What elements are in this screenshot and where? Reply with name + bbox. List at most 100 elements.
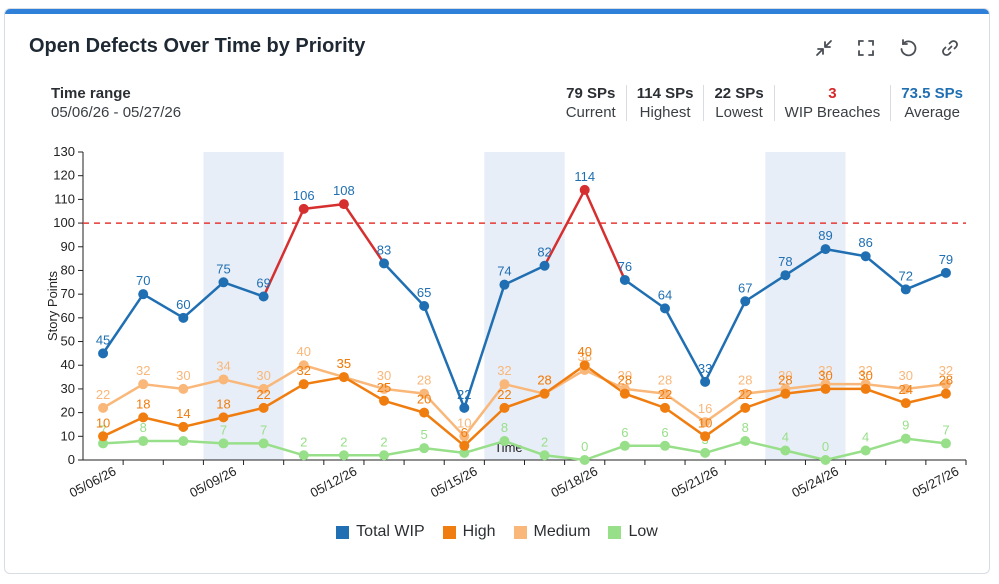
stat-average-value: 73.5 SPs	[901, 85, 963, 102]
data-point-low	[419, 443, 430, 454]
series-segment-total	[383, 262, 426, 307]
data-label-total: 78	[778, 254, 792, 269]
data-point-high	[298, 379, 309, 390]
data-label-total: 108	[333, 183, 355, 198]
series-segment-medium	[423, 392, 466, 438]
legend-item-high[interactable]: High	[442, 523, 496, 541]
data-point-low	[499, 436, 510, 447]
series-segment-medium	[183, 378, 224, 391]
y-tick-label: 70	[61, 286, 75, 301]
series-segment-low	[383, 446, 425, 457]
data-point-total	[419, 301, 430, 311]
reset-icon[interactable]	[897, 37, 919, 59]
data-label-total: 75	[216, 261, 230, 276]
data-point-total	[258, 291, 269, 302]
series-segment-high	[142, 416, 184, 429]
link-icon[interactable]	[939, 37, 961, 59]
data-label-total: 22	[457, 387, 471, 402]
stat-average-label: Average	[904, 104, 960, 121]
data-label-high: 10	[698, 415, 712, 430]
data-point-high	[258, 402, 269, 413]
data-point-high	[419, 407, 430, 418]
data-point-medium	[258, 383, 269, 394]
series-segment-low	[463, 439, 505, 455]
data-label-low: 5	[421, 427, 428, 442]
data-point-total	[379, 258, 390, 269]
data-point-low	[619, 440, 630, 451]
series-segment-high	[102, 416, 144, 438]
series-segment-high	[583, 364, 626, 395]
series-segment-medium	[223, 378, 264, 391]
data-point-high	[860, 383, 871, 394]
series-segment-high	[504, 392, 545, 410]
data-label-low: 8	[501, 420, 508, 435]
data-label-medium: 10	[457, 415, 471, 430]
series-segment-high	[463, 406, 506, 447]
data-label-total: 74	[497, 264, 511, 279]
data-label-low: 6	[661, 425, 668, 440]
data-point-total	[98, 348, 109, 359]
data-point-high	[900, 398, 911, 409]
data-label-total: 69	[256, 276, 270, 291]
data-point-high	[579, 360, 590, 371]
legend-item-low[interactable]: Low	[608, 523, 658, 541]
series-segment-medium	[624, 387, 666, 395]
data-label-medium: 38	[577, 349, 591, 364]
data-point-high	[619, 388, 630, 399]
data-point-low	[659, 440, 670, 451]
data-label-total: 33	[698, 361, 712, 376]
data-point-total	[499, 279, 510, 290]
series-segment-high	[785, 387, 826, 395]
data-point-low	[218, 438, 229, 449]
data-label-medium: 28	[417, 373, 431, 388]
data-label-low: 7	[942, 422, 949, 437]
stat-breaches-value: 3	[828, 85, 837, 102]
data-label-high: 25	[377, 380, 391, 395]
fullscreen-icon[interactable]	[855, 37, 877, 59]
data-point-high	[138, 412, 149, 423]
y-tick-label: 100	[53, 215, 75, 230]
legend-item-medium[interactable]: Medium	[513, 523, 590, 541]
data-label-high: 28	[537, 373, 551, 388]
data-label-total: 79	[939, 252, 953, 267]
y-tick-label: 10	[61, 428, 75, 443]
collapse-icon[interactable]	[813, 37, 835, 59]
card-accent-bar	[5, 9, 989, 14]
series-segment-high	[865, 387, 907, 405]
data-label-low: 9	[902, 418, 909, 433]
series-segment-high	[383, 399, 425, 414]
series-segment-high	[303, 375, 345, 386]
series-segment-high	[223, 406, 264, 419]
series-segment-medium	[303, 364, 345, 379]
x-tick-label: 05/15/26	[428, 463, 480, 500]
data-label-medium: 28	[537, 373, 551, 388]
data-label-high: 22	[256, 387, 270, 402]
data-point-total	[780, 270, 791, 281]
data-label-medium: 30	[176, 368, 190, 383]
series-segment-medium	[343, 375, 385, 391]
data-point-total	[338, 199, 349, 210]
data-point-medium	[740, 388, 751, 399]
data-point-high	[820, 383, 831, 394]
y-tick-label: 120	[53, 168, 75, 183]
data-point-low	[138, 436, 149, 447]
data-point-high	[178, 421, 189, 432]
y-tick-label: 20	[61, 405, 75, 420]
data-label-high: 18	[216, 396, 230, 411]
data-label-high: 22	[497, 387, 511, 402]
data-label-total: 89	[818, 228, 832, 243]
data-point-high	[659, 402, 670, 413]
legend-label-total: Total WIP	[356, 523, 425, 540]
stat-current: 79 SPs Current	[556, 85, 626, 121]
data-label-medium: 35	[337, 356, 351, 371]
data-label-total: 65	[417, 285, 431, 300]
legend-item-total[interactable]: Total WIP	[336, 523, 425, 541]
data-label-high: 22	[658, 387, 672, 402]
data-point-total	[740, 296, 751, 307]
weekend-band	[203, 152, 284, 460]
series-segment-low	[825, 449, 866, 462]
data-label-medium: 30	[899, 368, 913, 383]
data-point-high	[499, 402, 510, 413]
data-point-total	[459, 402, 470, 413]
data-point-low	[780, 445, 791, 456]
